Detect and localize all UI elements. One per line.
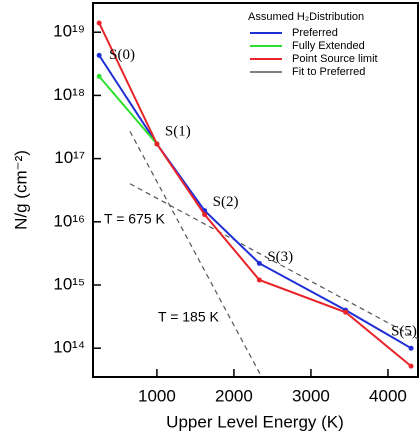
data-point	[154, 141, 160, 147]
data-point	[408, 345, 414, 351]
series-line	[98, 75, 158, 145]
series-line	[98, 22, 412, 367]
data-point	[96, 52, 102, 58]
y-tick-label: 10¹⁷	[54, 148, 85, 167]
point-label: S(3)	[267, 249, 293, 265]
data-point	[256, 260, 262, 266]
y-tick-label: 10¹⁸	[53, 85, 85, 104]
x-axis-label: Upper Level Energy (K)	[166, 412, 344, 431]
legend-label: Point Source limit	[292, 53, 378, 65]
data-point	[96, 73, 102, 79]
legend-label: Fully Extended	[292, 40, 365, 52]
fit-line	[129, 131, 263, 378]
legend-label: Fit to Preferred	[292, 66, 365, 78]
data-point	[343, 309, 349, 315]
y-axis-label: N/g (cm⁻²)	[11, 150, 30, 230]
legend-title: Assumed H₂Distribution	[248, 11, 364, 23]
x-tick-label: 1000	[138, 386, 176, 405]
point-label: S(5)	[391, 324, 417, 340]
x-tick-label: 2000	[215, 386, 253, 405]
y-tick-label: 10¹⁴	[53, 338, 85, 357]
y-tick-label: 10¹⁵	[53, 274, 85, 293]
fit-label: T = 185 K	[158, 309, 220, 325]
fit-line	[129, 183, 419, 340]
point-label: S(1)	[165, 123, 191, 139]
y-tick-label: 10¹⁹	[53, 22, 85, 41]
data-point	[256, 277, 262, 283]
x-tick-label: 4000	[369, 386, 407, 405]
data-point	[202, 212, 208, 218]
point-label: S(0)	[109, 47, 135, 63]
series-line	[98, 54, 412, 350]
x-tick-label: 3000	[292, 386, 330, 405]
y-tick-label: 10¹⁶	[53, 211, 85, 230]
data-point	[96, 20, 102, 26]
point-label: S(2)	[213, 194, 239, 210]
legend-label: Preferred	[292, 27, 338, 39]
plot-frame	[92, 2, 419, 378]
data-point	[408, 363, 414, 369]
fit-label: T = 675 K	[104, 211, 166, 227]
